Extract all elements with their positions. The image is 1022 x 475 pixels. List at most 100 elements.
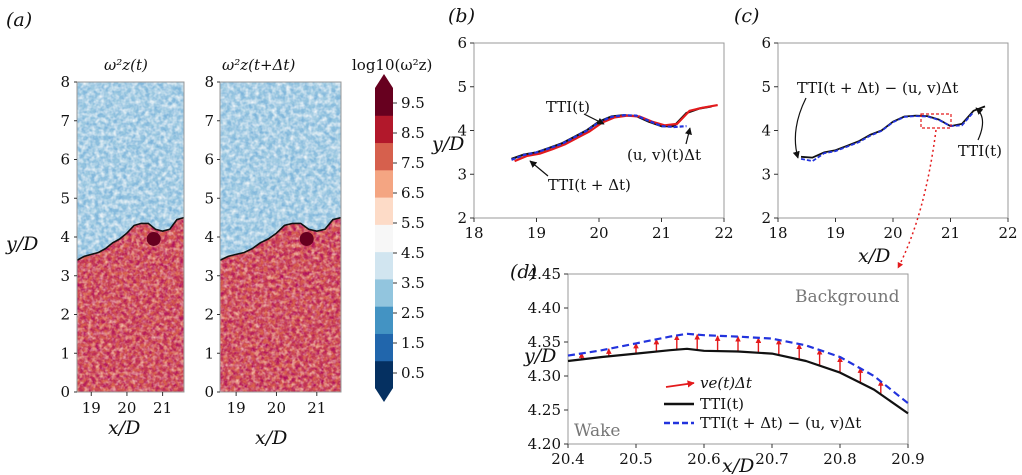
x-tick-label: 20.5 <box>619 450 652 468</box>
panel-a-label: (a) <box>6 9 32 31</box>
panel-d-background-label: Background <box>795 287 900 307</box>
y-tick-label: 4.40 <box>528 299 561 317</box>
panel-d-lines <box>567 332 909 415</box>
panel-d-legend: ve(t)Δt TTI(t) TTI(t + Δt) − (u, v)Δt <box>664 374 861 432</box>
x-tick-label: 19 <box>826 224 845 242</box>
x-tick-label: 20.6 <box>687 450 720 468</box>
y-tick-label: 7 <box>60 112 70 130</box>
y-tick-label: 4 <box>457 122 467 140</box>
panel-c-xlabel: x/D <box>858 245 890 267</box>
colorbar-segment <box>375 142 393 171</box>
colorbar-bottom-cap <box>375 388 393 402</box>
series-line <box>567 347 909 415</box>
y-tick-label: 3 <box>761 165 771 183</box>
legend-tti-label: TTI(t) <box>700 395 744 413</box>
heatmap-vortex-blob <box>146 231 161 246</box>
panel-b-ylabel: y/D <box>431 133 464 155</box>
y-tick-label: 4.20 <box>528 435 561 453</box>
colorbar-tick-label: 3.5 <box>401 274 425 292</box>
y-tick-label: 1 <box>204 344 214 362</box>
x-tick-label: 21 <box>153 399 172 417</box>
heatmap-right <box>220 82 341 392</box>
panel-c-arrow-shifted <box>792 97 807 159</box>
colorbar-tick-label: 8.5 <box>401 124 425 142</box>
panel-c-ann-shifted: TTI(t + Δt) − (u, v)Δt <box>797 79 958 97</box>
legend-shifted-label: TTI(t + Δt) − (u, v)Δt <box>700 414 861 432</box>
colorbar-segment <box>375 224 393 253</box>
heatmap-left <box>77 82 184 392</box>
colorbar-tick-label: 5.5 <box>401 214 425 232</box>
y-tick-label: 2 <box>60 306 70 324</box>
y-tick-label: 3 <box>204 267 214 285</box>
y-tick-label: 8 <box>60 73 70 91</box>
panel-b-arrow-uv <box>684 127 692 145</box>
colorbar-tick-label: 1.5 <box>401 334 425 352</box>
x-tick-label: 21 <box>307 399 326 417</box>
panel-d: (d) 20.4 20.5 20.6 20.7 20.8 20.9 4.20 4.25 4.30… <box>510 261 925 475</box>
x-tick-label: 20.8 <box>823 450 856 468</box>
colorbar-segment <box>375 251 393 280</box>
panel-d-frame <box>567 273 909 445</box>
legend-ve-label: ve(t)Δt <box>700 374 753 392</box>
x-tick-label: 20.4 <box>551 450 584 468</box>
colorbar <box>375 74 393 402</box>
series-line <box>514 104 718 163</box>
y-tick-label: 4.30 <box>528 367 561 385</box>
panel-d-ylabel: y/D <box>523 345 556 367</box>
x-tick-label: 19 <box>227 399 246 417</box>
colorbar-title: log10(ω²z) <box>352 56 432 74</box>
colorbar-segment <box>375 88 393 116</box>
y-tick-label: 4 <box>60 228 70 246</box>
series-line <box>567 332 909 405</box>
panel-b-ann-tti-t: TTI(t) <box>546 98 590 116</box>
panel-b-label: (b) <box>448 5 475 27</box>
y-tick-label: 2 <box>761 209 771 227</box>
y-tick-label: 7 <box>204 112 214 130</box>
x-tick-label: 19 <box>527 224 546 242</box>
panel-b-ann-tti-tdt: TTI(t + Δt) <box>548 176 631 194</box>
x-tick-label: 19 <box>82 399 101 417</box>
heatmap-interface-line <box>220 216 341 262</box>
colorbar-tick-label: 0.5 <box>401 364 425 382</box>
colorbar-tick-label: 4.5 <box>401 244 425 262</box>
x-tick-label: 21 <box>652 224 671 242</box>
colorbar-segment <box>375 169 393 198</box>
y-tick-label: 3 <box>60 267 70 285</box>
y-tick-label: 4.45 <box>528 265 561 283</box>
y-tick-label: 2 <box>457 209 467 227</box>
colorbar-top-cap <box>375 74 393 88</box>
heatmap-wake-region <box>220 217 341 392</box>
panel-a-xlabel-left: x/D <box>108 417 140 439</box>
y-tick-label: 0 <box>204 383 214 401</box>
panel-d-label: (d) <box>510 261 537 283</box>
x-tick-label: 22 <box>998 224 1017 242</box>
x-tick-label: 22 <box>714 224 733 242</box>
panel-a-right-y-ticks: 0 1 2 3 4 5 6 7 8 <box>204 73 220 401</box>
colorbar-tick-label: 7.5 <box>401 154 425 172</box>
x-tick-label: 18 <box>768 224 787 242</box>
colorbar-tick-label: 9.5 <box>401 94 425 112</box>
colorbar-segment <box>375 360 393 389</box>
panel-a-left-title: ω²z(t) <box>104 56 148 74</box>
x-tick-label: 20.9 <box>891 450 924 468</box>
y-tick-label: 0 <box>60 383 70 401</box>
zoom-box <box>920 113 952 129</box>
y-tick-label: 6 <box>457 34 467 52</box>
legend-ve-swatch <box>665 380 695 388</box>
colorbar-tick-label: 2.5 <box>401 304 425 322</box>
colorbar-segment <box>375 306 393 334</box>
colorbar-segment <box>375 278 393 307</box>
y-tick-label: 6 <box>761 34 771 52</box>
x-tick-label: 20 <box>589 224 608 242</box>
colorbar-segment <box>375 115 393 144</box>
y-tick-label: 5 <box>60 189 70 207</box>
panel-a-y-ticks: 0 1 2 3 4 5 6 7 8 <box>60 73 77 401</box>
panel-d-wake-label: Wake <box>574 421 621 441</box>
x-tick-label: 20 <box>267 399 286 417</box>
panel-c-ann-tti-t: TTI(t) <box>958 142 1002 160</box>
panel-d-xlabel: x/D <box>722 455 754 475</box>
panel-a-ylabel: y/D <box>5 233 38 255</box>
heatmap-vortex-blob <box>299 231 314 246</box>
